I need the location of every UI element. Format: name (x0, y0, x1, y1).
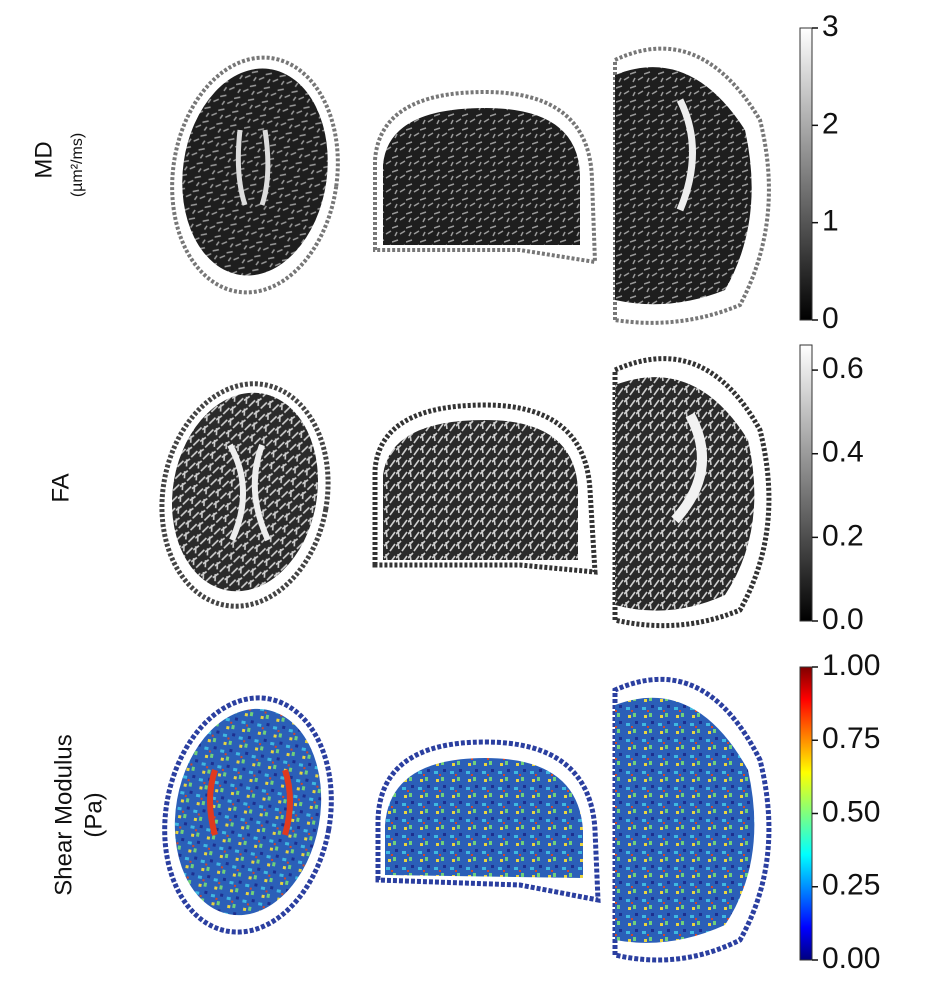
colorbar-tick-label: 1.00 (822, 649, 880, 682)
row-sublabel: (Pa) (80, 792, 107, 837)
colorbar-tick-label: 0.0 (822, 603, 864, 636)
colorbar-tick-label: 1 (822, 205, 839, 238)
colorbar-tick-label: 0 (822, 302, 839, 335)
colorbar-tick-label: 0.50 (822, 795, 880, 828)
md-images (170, 46, 771, 325)
colorbar-tick-label: 0.4 (822, 436, 864, 469)
row-label: FA (47, 473, 74, 502)
colorbar-tick-label: 0.2 (822, 519, 864, 552)
row-sublabel: (µm²/ms) (69, 133, 86, 197)
colorbar-tick-label: 0.25 (822, 869, 880, 902)
colorbar (799, 666, 813, 961)
fa-images (159, 356, 772, 629)
colorbar-tick-label: 2 (822, 107, 839, 140)
colorbar (799, 344, 813, 622)
colorbar-tick-label: 0.00 (822, 942, 880, 975)
row-labels: MD (µm²/ms) FA Shear Modulus (Pa) (30, 133, 107, 896)
colorbar-tick-label: 0.75 (822, 722, 880, 755)
row-label: Shear Modulus (50, 734, 77, 895)
colorbar-tick-label: 0.6 (822, 352, 864, 385)
shear-images (162, 676, 772, 963)
colorbar-tick-label: 3 (822, 10, 839, 43)
row-label: MD (30, 141, 57, 178)
colorbar (799, 27, 813, 321)
